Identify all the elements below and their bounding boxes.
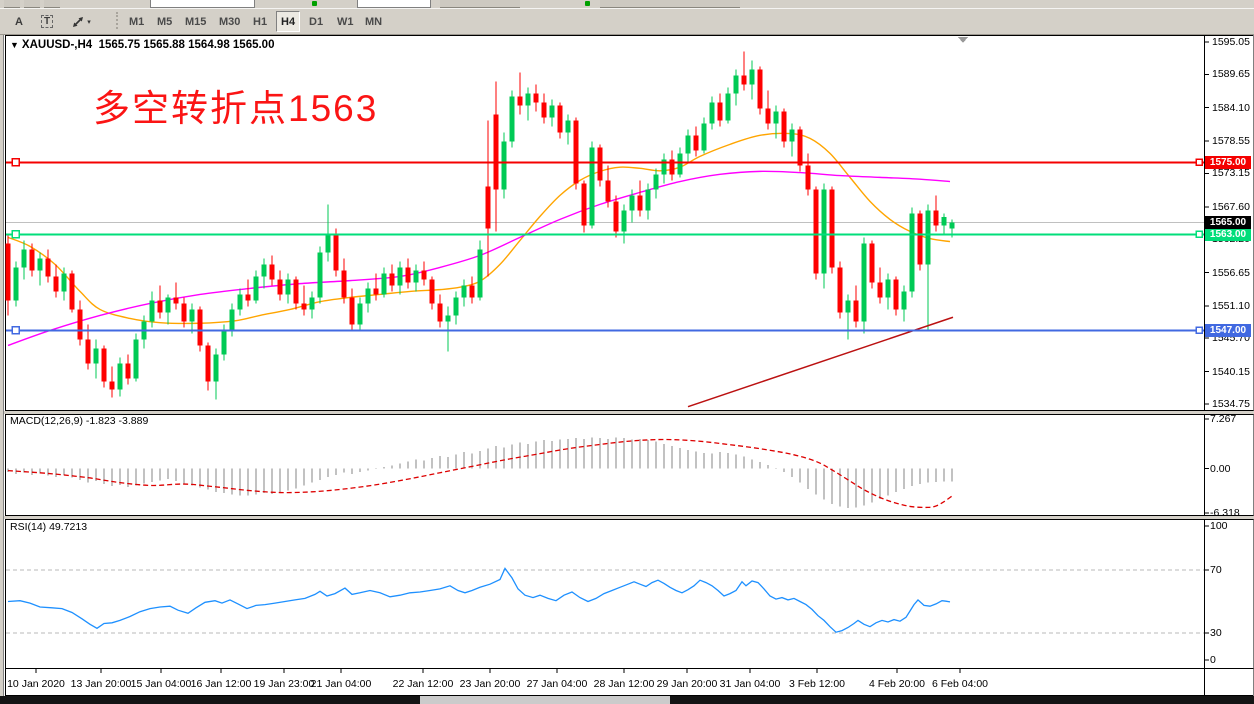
time-axis-label: 29 Jan 20:00	[656, 678, 718, 690]
rsi-line	[7, 567, 951, 633]
time-axis-label: 16 Jan 12:00	[190, 678, 252, 690]
time-axis-label: 27 Jan 04:00	[526, 678, 588, 690]
timeframe-button-m1[interactable]: M1	[129, 15, 145, 28]
line-handle-icon[interactable]	[11, 326, 20, 335]
rsi-axis-tick: 30	[1210, 627, 1222, 639]
text-tool-icon: T	[40, 15, 54, 28]
collapse-triangle-icon[interactable]: ▼	[10, 40, 19, 50]
y-axis-tick: 1589.65	[1212, 68, 1250, 81]
toolbar: A T ▾ M1 M5 M15 M30 H1 H4 D1 W1 MN	[0, 9, 1254, 35]
time-axis-label: 10 Jan 2020	[7, 678, 65, 690]
font-tool-button[interactable]: A	[15, 15, 23, 28]
timeframe-button-d1[interactable]: D1	[309, 15, 324, 28]
y-axis-tick: 1534.75	[1212, 397, 1250, 410]
symbol-timeframe-label: XAUUSD-,H4	[21, 39, 93, 51]
chart-text-annotation[interactable]: 多空转折点1563	[93, 88, 379, 129]
clipped-button	[44, 0, 60, 8]
rsi-axis-tick: 0	[1210, 654, 1216, 666]
clipped-icon	[585, 1, 590, 6]
chart-header: ▼ XAUUSD-,H4 1565.75 1565.88 1564.98 1565…	[10, 39, 274, 51]
ohlc-quote-label: 1565.75 1565.88 1564.98 1565.00	[98, 39, 275, 51]
line-handle-icon[interactable]	[1195, 230, 1203, 239]
macd-axis-tick: 7.267	[1210, 413, 1237, 425]
ma-fast-line	[7, 132, 951, 325]
macd-axis-tick: -6.318	[1210, 507, 1240, 519]
y-axis-tick: 1567.60	[1212, 200, 1250, 213]
dropdown-caret-icon: ▾	[87, 18, 91, 26]
candles	[5, 51, 955, 400]
time-axis-label: 15 Jan 04:00	[130, 678, 192, 690]
clipped-button-group	[440, 0, 520, 8]
clipped-icon	[312, 1, 317, 6]
price-line-label: 1575.00	[1205, 155, 1251, 169]
current-price-label: 1565.00	[1205, 215, 1251, 229]
price-line-label: 1547.00	[1205, 323, 1251, 337]
y-axis-tick: 1556.65	[1212, 266, 1250, 279]
timeframe-button-h4[interactable]: H4	[276, 11, 301, 32]
timeframe-button-m30[interactable]: M30	[219, 15, 241, 28]
toolbar-separator	[116, 12, 121, 29]
time-axis-label: 28 Jan 12:00	[593, 678, 655, 690]
macd-histogram	[7, 437, 953, 509]
timeframe-button-w1[interactable]: W1	[337, 15, 354, 28]
macd-axis-tick: 0.00	[1210, 462, 1231, 475]
timeframe-button-m15[interactable]: M15	[185, 15, 207, 28]
horizontal-scrollbar[interactable]	[0, 696, 1254, 704]
time-axis-label: 22 Jan 12:00	[392, 678, 454, 690]
ma-slow-line	[7, 170, 951, 347]
time-axis-label: 23 Jan 20:00	[459, 678, 521, 690]
clipped-combobox	[357, 0, 431, 8]
time-axis-label: 31 Jan 04:00	[719, 678, 781, 690]
time-axis-label: 3 Feb 12:00	[788, 678, 846, 690]
time-axis-label: 19 Jan 23:00	[253, 678, 315, 690]
chart-shift-marker-icon[interactable]	[958, 37, 968, 43]
text-label-tool-button[interactable]: T	[34, 11, 60, 32]
top-toolbar-partial	[0, 0, 1254, 9]
y-axis-tick: 1573.15	[1212, 167, 1250, 180]
line-handle-icon[interactable]	[1195, 326, 1203, 335]
y-axis-tick: 1584.10	[1212, 101, 1250, 114]
rsi-axis-tick: 70	[1210, 564, 1222, 576]
clipped-button	[4, 0, 20, 8]
timeframe-button-h1[interactable]: H1	[253, 15, 268, 28]
macd-signal-line	[7, 438, 953, 509]
line-handle-icon[interactable]	[11, 230, 20, 239]
timeframe-button-m5[interactable]: M5	[157, 15, 173, 28]
scrollbar-thumb[interactable]	[420, 696, 670, 704]
time-axis-label: 6 Feb 04:00	[931, 678, 989, 690]
time-axis-label: 21 Jan 04:00	[310, 678, 372, 690]
clipped-combobox	[150, 0, 255, 8]
time-axis-label: 13 Jan 20:00	[70, 678, 132, 690]
chart-background	[4, 34, 1254, 696]
price-line-label: 1563.00	[1205, 227, 1251, 241]
timeframe-button-mn[interactable]: MN	[365, 15, 383, 28]
line-handle-icon[interactable]	[11, 158, 20, 167]
trendline[interactable]	[687, 316, 954, 408]
y-axis-tick: 1578.55	[1212, 135, 1250, 148]
rsi-indicator-label: RSI(14) 49.7213	[10, 521, 88, 533]
rsi-axis-tick: 100	[1210, 520, 1228, 532]
clipped-button	[24, 0, 40, 8]
y-axis-tick: 1595.05	[1212, 36, 1250, 48]
cursor-tool-button[interactable]: ▾	[62, 11, 100, 32]
line-handle-icon[interactable]	[1195, 158, 1203, 167]
clipped-button-group	[600, 0, 740, 8]
arrow-style-icon	[73, 16, 84, 27]
y-axis-tick: 1540.15	[1212, 365, 1250, 378]
y-axis-tick: 1551.10	[1212, 299, 1250, 312]
macd-indicator-label: MACD(12,26,9) -1.823 -3.889	[10, 415, 149, 427]
time-axis-label: 4 Feb 20:00	[868, 678, 926, 690]
